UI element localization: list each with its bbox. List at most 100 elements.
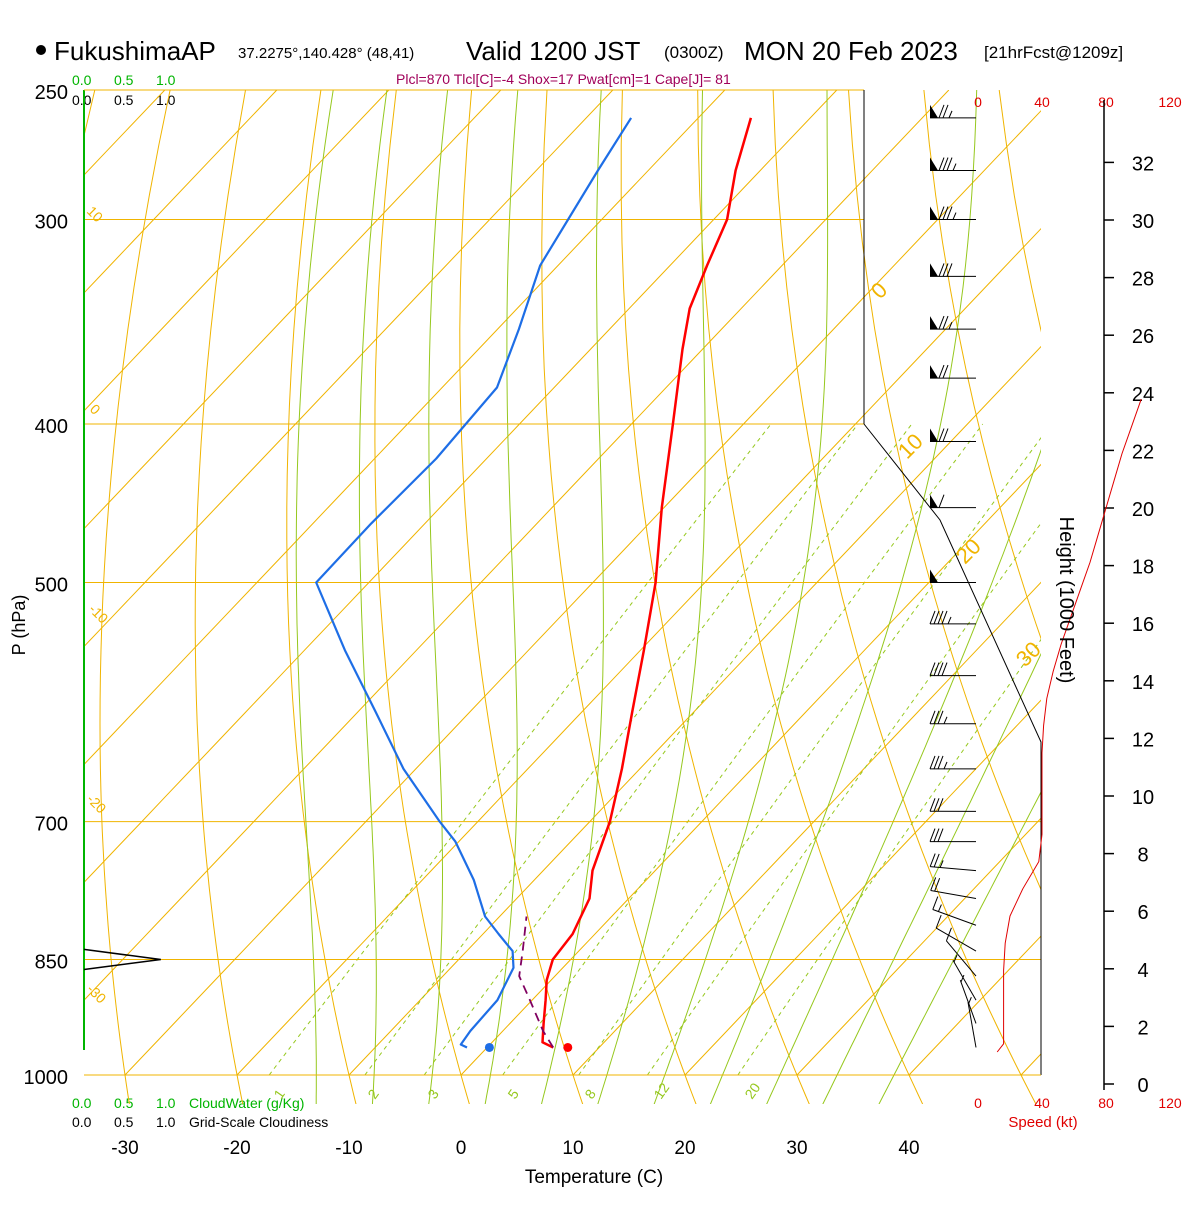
wind-barb <box>930 711 976 724</box>
wind-barb <box>930 158 976 171</box>
wind-barb <box>930 263 976 276</box>
isotherm-label: 30 <box>1011 637 1046 672</box>
cloudiness-scale-top-1: 0.5 <box>114 92 134 108</box>
dry-adiabat-line <box>849 90 1153 1110</box>
wind-barb <box>931 877 976 898</box>
station-coords: 37.2275°,140.428° (48,41) <box>238 45 414 62</box>
wind-barb-staff <box>933 910 976 926</box>
cloudiness-scale-bottom-1: 0.5 <box>114 1114 134 1130</box>
cloudwater-scale-top-1: 0.5 <box>114 72 134 88</box>
temperature-tick-label: 20 <box>674 1138 695 1159</box>
wind-barb-flag <box>934 854 939 867</box>
sounding-profiles <box>316 118 751 1052</box>
moist-adiabat-line <box>876 90 1200 1110</box>
dry-adiabat-label: -30 <box>84 981 110 1007</box>
wind-barb <box>960 975 976 1023</box>
wind-barb-flag <box>930 854 935 867</box>
wind-barb <box>930 495 976 508</box>
speed-tick-bottom: 80 <box>1098 1095 1114 1111</box>
temperature-tick-label: 0 <box>456 1138 467 1159</box>
moist-adiabat-line <box>359 90 387 1110</box>
pressure-label: 250 <box>35 82 68 104</box>
temperature-tick-label: 40 <box>898 1138 919 1159</box>
isotherm-line <box>1021 90 1200 1075</box>
wind-barb-pennant <box>930 495 938 508</box>
height-tick-label: 28 <box>1132 269 1154 291</box>
height-tick-label: 24 <box>1132 384 1154 406</box>
forecast-info: [21hrFcst@1209z] <box>984 43 1123 62</box>
cloudwater-scale-bottom-2: 1.0 <box>156 1095 176 1111</box>
dry-adiabat-line <box>1075 90 1200 1110</box>
wind-barb-staff <box>936 928 976 951</box>
cloudwater-title: CloudWater (g/Kg) <box>189 1095 304 1111</box>
temperature-tick-label: -10 <box>335 1138 362 1159</box>
height-tick-label: 0 <box>1137 1075 1148 1097</box>
height-tick-label: 20 <box>1132 499 1154 521</box>
y-axis-title: P (hPa) <box>9 595 29 656</box>
wind-barb <box>930 570 976 583</box>
moist-adiabat-line <box>652 90 828 1110</box>
cloudwater-scale-top-0: 0.0 <box>72 72 92 88</box>
moist-adiabat-line <box>708 90 977 1110</box>
wind-barb <box>930 663 976 676</box>
wind-barb-half-flag <box>944 762 947 769</box>
isotherm-label: 20 <box>951 534 986 569</box>
height-axis-title: Height (1000 Feet) <box>1055 517 1077 684</box>
mixing-ratio-label: 20 <box>741 1080 763 1102</box>
stability-indices: Plcl=870 Tlcl[C]=-4 Shox=17 Pwat[cm]=1 C… <box>396 71 731 87</box>
cloudiness-title: Grid-Scale Cloudiness <box>189 1114 328 1130</box>
cloudwater-scale-bottom: 0.0 0.5 1.0 CloudWater (g/Kg) <box>72 1095 304 1111</box>
dry-adiabat-line <box>542 90 698 1110</box>
parcel-profile <box>519 917 553 1048</box>
mixing-ratio-line <box>579 424 1051 1075</box>
wind-barb-half-flag <box>949 111 952 118</box>
wind-barb-flag <box>939 495 944 508</box>
wind-barb <box>930 207 976 220</box>
dry-adiabat-line <box>1150 90 1200 1110</box>
speed-profile-line <box>997 399 1141 1052</box>
height-tick-label: 22 <box>1132 441 1154 463</box>
mixing-ratio-label: 8 <box>581 1086 599 1102</box>
wind-barb-half-flag <box>968 997 971 1004</box>
station-name: FukushimaAP <box>54 36 216 66</box>
valid-time: Valid 1200 JST <box>466 36 641 66</box>
height-speed-panel: 0040408080120120024681012141618202224262… <box>974 94 1182 1111</box>
height-tick-label: 8 <box>1137 845 1148 867</box>
grid-clip <box>0 90 1200 1110</box>
height-tick-label: 16 <box>1132 614 1154 636</box>
mixing-ratio-line <box>503 424 983 1075</box>
mixing-ratio-line <box>424 424 912 1075</box>
cloudiness-scale-top-0: 0.0 <box>72 92 92 108</box>
speed-tick-bottom: 40 <box>1034 1095 1050 1111</box>
valid-date: MON 20 Feb 2023 <box>744 36 958 66</box>
height-tick-label: 32 <box>1132 153 1154 175</box>
wind-barb <box>930 365 976 378</box>
wind-barb <box>930 756 976 769</box>
surface-dewpoint-point <box>485 1043 494 1052</box>
height-tick-label: 14 <box>1132 672 1154 694</box>
moist-adiabat-line <box>820 90 1200 1110</box>
mixing-ratio-line <box>738 424 1194 1075</box>
height-tick-label: 30 <box>1132 211 1154 233</box>
wind-barb <box>946 928 976 976</box>
x-axis-title: Temperature (C) <box>525 1167 663 1188</box>
wind-barbs <box>930 105 976 1048</box>
dry-adiabat-label: -20 <box>84 791 110 817</box>
cloudiness-scale-top-2: 1.0 <box>156 92 176 108</box>
pressure-label: 1000 <box>24 1067 69 1089</box>
wind-barb-pennant <box>930 428 938 441</box>
moist-adiabat-line <box>764 90 1138 1110</box>
height-tick-label: 4 <box>1137 960 1148 982</box>
cloudiness-scale-bottom: 0.0 0.5 1.0 Grid-Scale Cloudiness <box>72 1114 328 1130</box>
cloudwater-scale-bottom-0: 0.0 <box>72 1095 92 1111</box>
wind-barb-pennant <box>930 316 938 329</box>
height-tick-label: 26 <box>1132 326 1154 348</box>
wind-barb-half-flag <box>944 717 947 724</box>
speed-tick-bottom: 0 <box>974 1095 982 1111</box>
wind-barb <box>930 829 976 842</box>
pressure-label: 300 <box>35 212 68 234</box>
wind-barb-pennant <box>930 263 938 276</box>
